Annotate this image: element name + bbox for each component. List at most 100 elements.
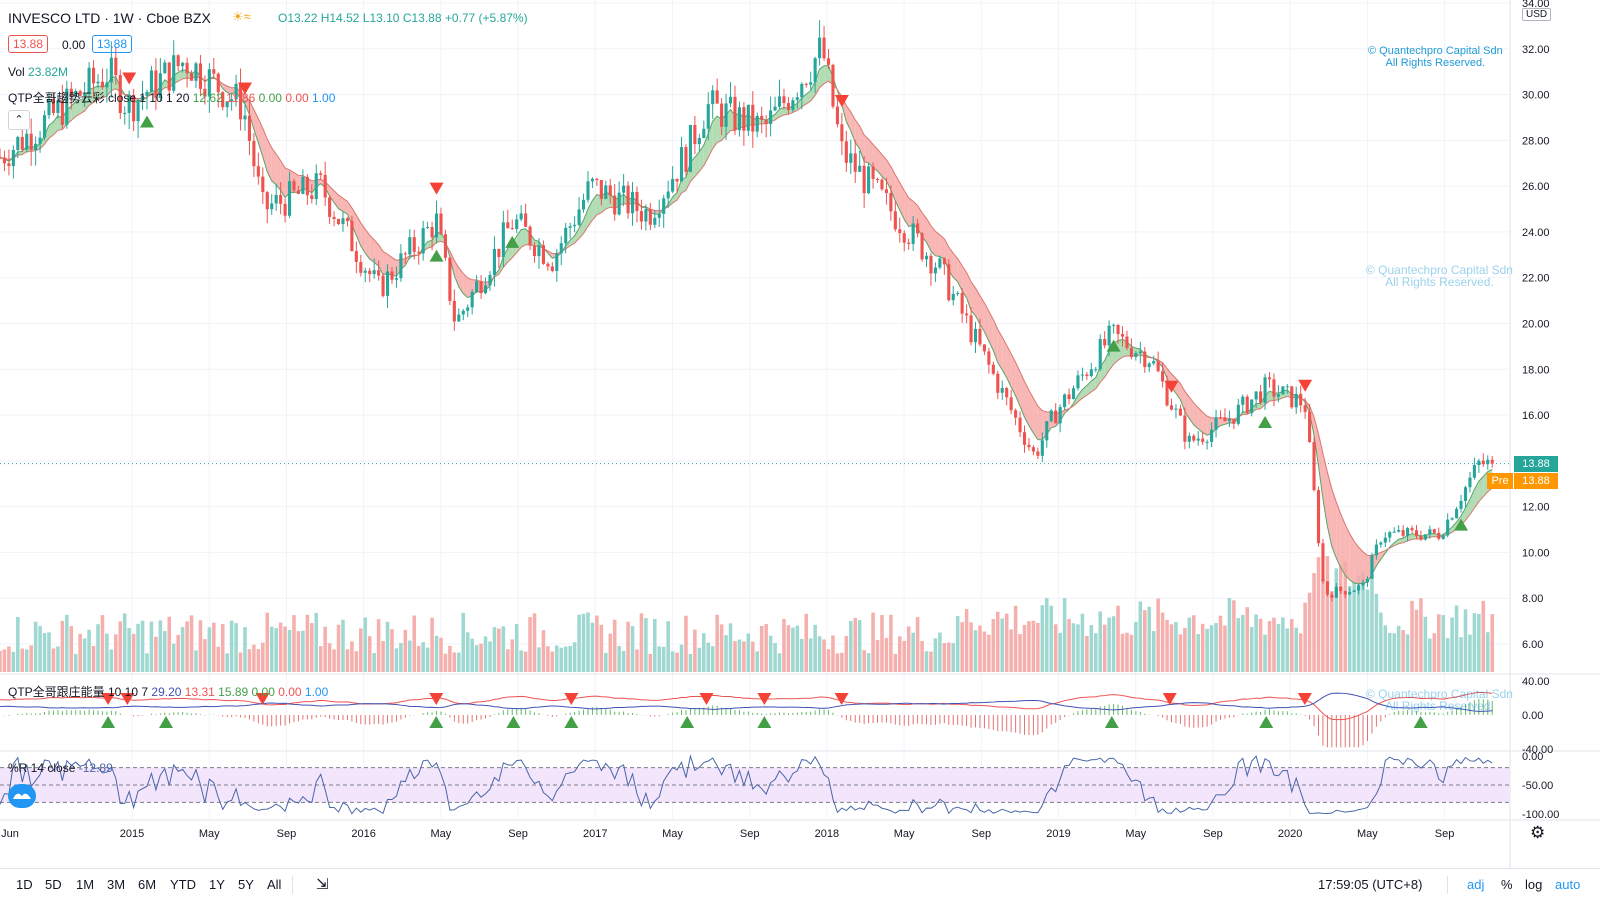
- candle-body: [1210, 430, 1213, 442]
- candle-body: [1459, 501, 1462, 509]
- volume-bar: [827, 649, 831, 672]
- trend-cloud: [0, 66, 1492, 584]
- candle-body: [1402, 530, 1405, 536]
- candle-body: [475, 281, 478, 292]
- collapse-legend-button[interactable]: ⌃: [8, 110, 30, 130]
- volume-bar: [479, 644, 483, 672]
- candle-body: [453, 301, 456, 322]
- candle-body: [1134, 353, 1137, 357]
- candle-body: [1143, 352, 1146, 368]
- volume-bar: [920, 641, 924, 672]
- volume-bar: [141, 621, 145, 672]
- candle-body: [288, 181, 291, 216]
- volume-bar: [114, 634, 118, 672]
- volume-bar: [689, 654, 693, 672]
- range-6m-button[interactable]: 6M: [138, 877, 156, 892]
- candle-body: [578, 209, 581, 224]
- candle-body: [1161, 371, 1164, 381]
- candle-body: [947, 264, 950, 300]
- volume-bar: [1366, 590, 1370, 672]
- percent-toggle[interactable]: %: [1501, 877, 1513, 892]
- candle-body: [1027, 445, 1030, 447]
- auto-toggle[interactable]: auto: [1555, 877, 1580, 892]
- clock-time[interactable]: 17:59:05 (UTC+8): [1318, 877, 1422, 892]
- volume-bar: [938, 633, 942, 672]
- volume-bar: [1326, 556, 1330, 672]
- candle-body: [439, 214, 442, 235]
- candle-body: [444, 234, 447, 258]
- candle-body: [1455, 509, 1458, 518]
- volume-bar: [635, 649, 639, 672]
- candle-body: [1174, 409, 1177, 410]
- volume-bar: [105, 634, 109, 672]
- buy-signal-marker: [430, 250, 444, 262]
- volume-bar: [386, 622, 390, 672]
- volume-bar: [613, 620, 617, 672]
- volume-bar: [720, 624, 724, 672]
- candle-body: [756, 116, 759, 132]
- volume-bar: [0, 651, 2, 672]
- candle-body: [747, 105, 750, 131]
- volume-bar: [346, 649, 350, 672]
- candle-body: [1197, 439, 1200, 441]
- volume-legend: Vol 23.82M: [8, 65, 68, 79]
- volume-bar: [1348, 586, 1352, 672]
- candle-body: [733, 97, 736, 130]
- volume-bar: [1424, 617, 1428, 672]
- volume-bar: [604, 653, 608, 672]
- candle-body: [297, 190, 300, 193]
- range-5d-button[interactable]: 5D: [45, 877, 62, 892]
- spread-value: 0.00: [62, 38, 85, 52]
- price-tick-label: 24.00: [1522, 227, 1550, 239]
- range-5y-button[interactable]: 5Y: [238, 877, 254, 892]
- volume-bar: [1174, 622, 1178, 672]
- candle-body: [604, 185, 607, 198]
- time-tick-label: 2018: [815, 828, 839, 840]
- volume-bar: [631, 626, 635, 672]
- candle-body: [823, 38, 826, 59]
- candle-body: [800, 84, 803, 97]
- candle-body: [961, 293, 964, 314]
- volume-bar: [1188, 618, 1192, 672]
- volume-bar: [1143, 610, 1147, 672]
- volume-bar: [733, 641, 737, 672]
- volume-bar: [1272, 618, 1276, 672]
- range-3m-button[interactable]: 3M: [107, 877, 125, 892]
- tradingview-logo-icon[interactable]: [8, 784, 36, 808]
- energy-tick-label: 40.00: [1522, 676, 1550, 688]
- settings-gear-icon[interactable]: ⚙: [1530, 823, 1545, 843]
- toolbar-divider: [292, 876, 293, 894]
- slow-ma-line: [0, 76, 1492, 555]
- volume-bar: [617, 646, 621, 672]
- range-ytd-button[interactable]: YTD: [170, 877, 196, 892]
- currency-badge[interactable]: USD: [1522, 8, 1551, 21]
- candle-body: [889, 193, 892, 211]
- candle-body: [529, 227, 532, 246]
- candle-body: [1112, 325, 1115, 326]
- candle-body: [742, 107, 745, 130]
- buy-signal-marker: [140, 116, 154, 128]
- candle-body: [520, 213, 523, 219]
- ask-box[interactable]: 13.88: [92, 35, 132, 53]
- range-1y-button[interactable]: 1Y: [209, 877, 225, 892]
- candle-body: [716, 90, 719, 103]
- volume-bar: [43, 633, 47, 672]
- range-all-button[interactable]: All: [267, 877, 281, 892]
- volume-bar: [996, 612, 1000, 672]
- volume-bar: [515, 624, 519, 672]
- range-1m-button[interactable]: 1M: [76, 877, 94, 892]
- candle-body: [373, 270, 376, 274]
- volume-bar: [1299, 633, 1303, 672]
- volume-bar: [974, 630, 978, 672]
- candle-body: [1014, 410, 1017, 417]
- bid-box[interactable]: 13.88: [8, 35, 48, 53]
- calendar-goto-icon[interactable]: ⇲: [316, 875, 329, 893]
- volume-bar: [582, 614, 586, 672]
- adj-toggle[interactable]: adj: [1467, 877, 1484, 892]
- range-1d-button[interactable]: 1D: [16, 877, 33, 892]
- log-toggle[interactable]: log: [1525, 877, 1542, 892]
- candle-body: [1268, 377, 1271, 379]
- candle-body: [1179, 409, 1182, 416]
- volume-bar: [172, 644, 176, 672]
